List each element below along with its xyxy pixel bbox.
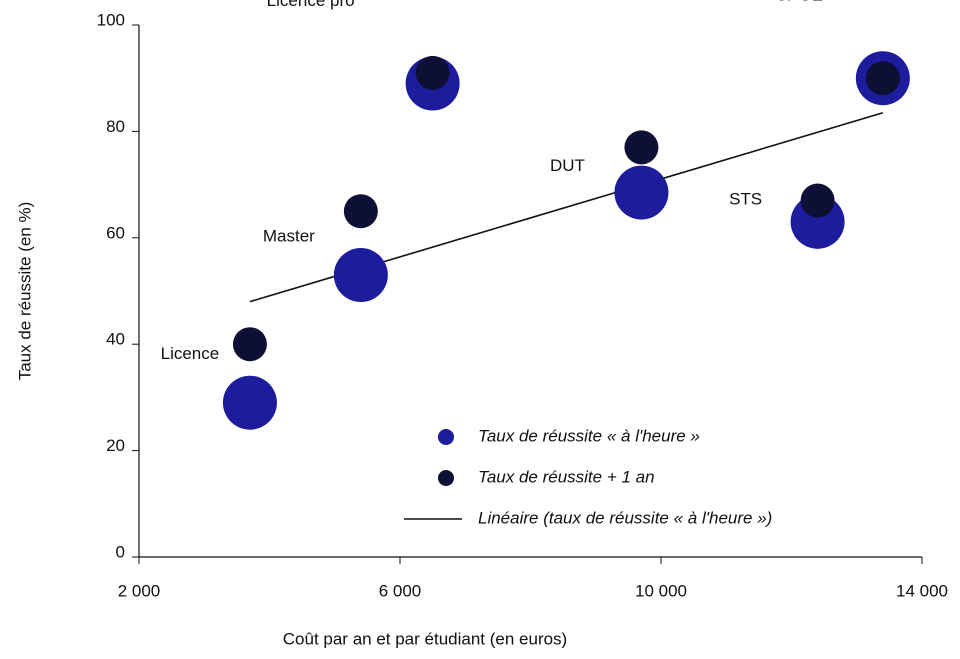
point <box>343 194 378 229</box>
legend-label: Linéaire (taux de réussite « à l'heure »… <box>478 508 772 527</box>
point-label: STS <box>729 189 762 208</box>
legend-marker <box>438 429 454 445</box>
x-tick-label: 2 000 <box>118 581 161 600</box>
point <box>333 248 388 303</box>
y-tick-label: 20 <box>106 436 125 455</box>
point <box>415 55 450 90</box>
y-axis-title: Taux de réussite (en %) <box>15 202 34 381</box>
legend-marker <box>438 470 454 486</box>
point <box>800 183 835 218</box>
point-label: Licence pro <box>267 0 355 10</box>
point-label: DUT <box>550 156 585 175</box>
x-tick-label: 10 000 <box>635 581 687 600</box>
x-tick-label: 6 000 <box>379 581 422 600</box>
point <box>624 130 659 165</box>
point <box>232 327 267 362</box>
legend-label: Taux de réussite + 1 an <box>478 467 655 486</box>
x-tick-label: 14 000 <box>896 581 948 600</box>
point-label: Master <box>263 227 315 246</box>
legend-label: Taux de réussite « à l'heure » <box>478 426 700 445</box>
legend: Taux de réussite « à l'heure » Taux de ré… <box>404 426 772 527</box>
point <box>865 61 900 96</box>
y-tick-label: 80 <box>106 117 125 136</box>
y-tick-label: 40 <box>106 330 125 349</box>
y-tick-label: 100 <box>97 10 125 29</box>
point <box>614 165 669 220</box>
point-label: CPGE <box>775 0 823 5</box>
point <box>222 375 277 430</box>
point-label: Licence <box>161 344 220 363</box>
y-tick-label: 60 <box>106 223 125 242</box>
x-axis-title: Coût par an et par étudiant (en euros) <box>283 629 567 648</box>
y-tick-label: 0 <box>116 542 125 561</box>
